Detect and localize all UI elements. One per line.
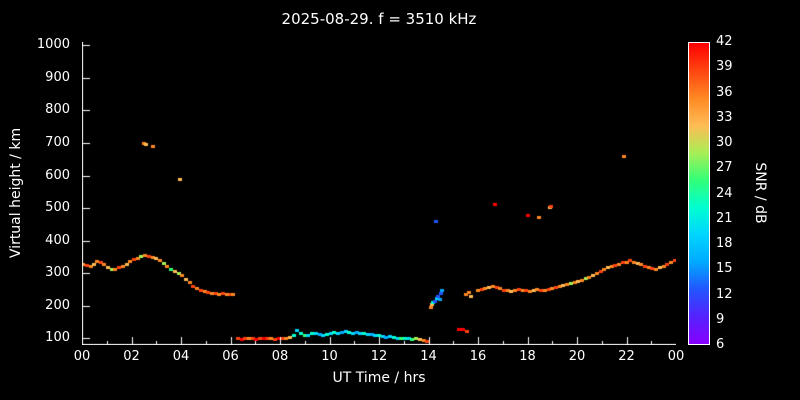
x-tick-label: 18 (519, 349, 536, 364)
y-tick-label: 500 (45, 200, 70, 216)
y-tick-label: 200 (45, 297, 70, 313)
x-tick-label: 00 (667, 349, 685, 364)
y-tick-label: 100 (45, 330, 70, 346)
x-tick-label: 22 (618, 349, 635, 364)
x-tick-label: 02 (123, 349, 140, 364)
colorbar-tick-label: 39 (716, 59, 733, 75)
colorbar-tick-label: 36 (716, 84, 733, 100)
colorbar-tick-label: 18 (716, 236, 733, 251)
colorbar-tick-label: 15 (716, 261, 733, 277)
x-tick-label: 16 (469, 349, 487, 364)
colorbar-label: SNR / dB (752, 162, 768, 224)
x-tick-labels: 00 02 04 06 08 10 12 14 16 18 20 22 00 (74, 349, 685, 367)
y-tick-label: 800 (45, 102, 70, 118)
y-tick-label: 900 (45, 69, 70, 85)
y-tick-label: 400 (45, 232, 70, 248)
x-tick-label: 04 (172, 349, 190, 364)
colorbar-tick-label: 6 (716, 337, 725, 352)
y-tick-label: 300 (45, 265, 70, 281)
colorbar (688, 42, 710, 345)
colorbar-tick-label: 42 (716, 34, 733, 49)
x-tick-label: 20 (568, 349, 586, 364)
colorbar-tick-label: 12 (716, 286, 733, 302)
colorbar-tick-label: 24 (716, 185, 733, 201)
colorbar-tick-label: 9 (716, 311, 725, 327)
x-axis-label: UT Time / hrs (332, 370, 426, 386)
y-tick-label: 600 (45, 167, 70, 183)
colorbar-tick-label: 30 (716, 135, 733, 150)
colorbar-tick-label: 27 (716, 160, 733, 176)
colorbar-tick-label: 33 (716, 109, 733, 125)
x-tick-label: 00 (73, 349, 91, 364)
y-tick-label: 1000 (36, 37, 70, 53)
x-tick-label: 14 (420, 349, 437, 364)
chart-title: 2025-08-29. f = 3510 kHz (281, 10, 477, 28)
plot-area (82, 42, 676, 345)
y-tick-label: 700 (45, 135, 70, 150)
x-tick-label: 12 (370, 349, 388, 364)
y-tick-labels: 100 200 300 400 500 600 700 800 900 1000 (0, 37, 76, 346)
colorbar-tick-labels: 6 9 12 15 18 21 24 27 30 33 36 39 42 (714, 34, 754, 352)
colorbar-tick-label: 21 (716, 210, 733, 226)
x-tick-label: 06 (222, 349, 239, 364)
x-tick-label: 10 (321, 349, 338, 364)
scatter-canvas (82, 42, 676, 345)
x-tick-label: 08 (271, 349, 289, 364)
